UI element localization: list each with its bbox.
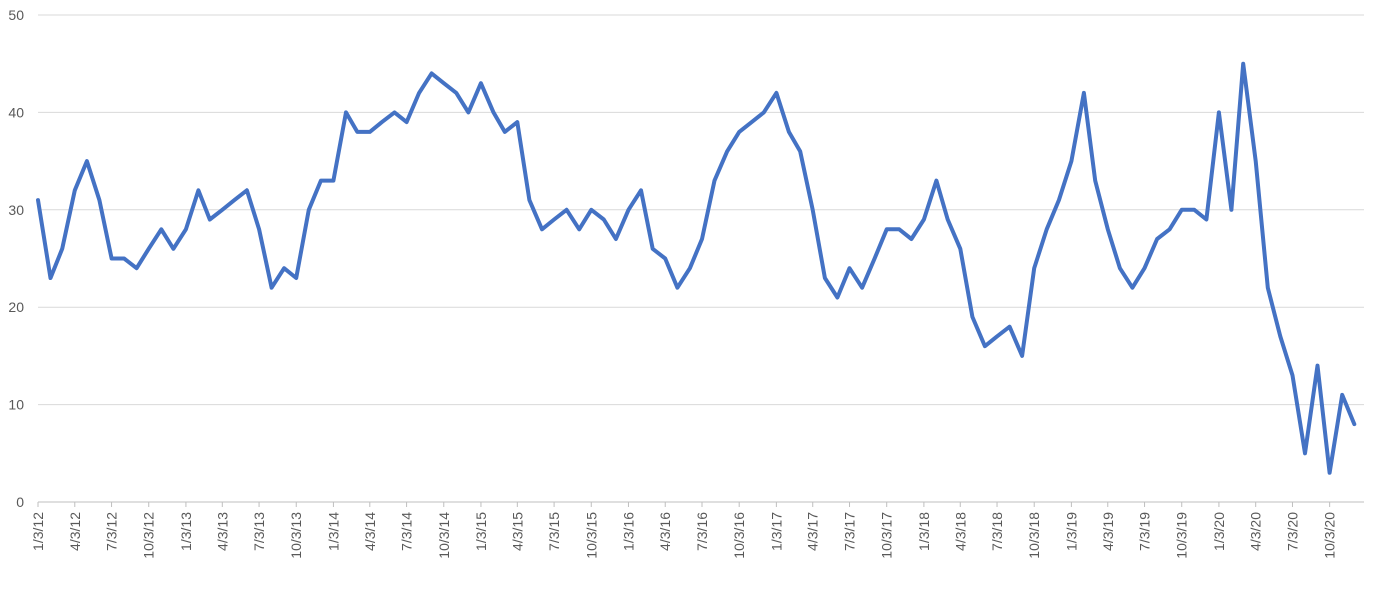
y-tick-label: 20 <box>8 299 24 315</box>
x-tick-label: 4/3/20 <box>1248 512 1264 551</box>
x-tick-label: 4/3/19 <box>1100 512 1116 551</box>
x-tick-label: 10/3/19 <box>1174 512 1190 559</box>
x-tick-label: 10/3/14 <box>436 512 452 559</box>
x-tick-label: 10/3/20 <box>1322 512 1338 559</box>
series-line <box>36 61 1357 475</box>
x-tick-label: 4/3/12 <box>67 512 83 551</box>
x-tick-label: 7/3/12 <box>104 512 120 551</box>
y-tick-label: 0 <box>16 494 24 510</box>
x-tick-label: 1/3/18 <box>916 512 932 551</box>
x-tick-label: 7/3/17 <box>842 512 858 551</box>
x-tick-label: 1/3/16 <box>620 512 636 551</box>
x-tick-label: 4/3/17 <box>805 512 821 551</box>
y-tick-label: 30 <box>8 202 24 218</box>
x-axis-tick-labels: 1/3/12 4/3/12 7/3/12 10/3/12 1/3/13 4/3/13 7/3… <box>30 502 1338 559</box>
x-tick-label: 4/3/18 <box>952 512 968 551</box>
x-tick-label: 1/3/15 <box>473 512 489 551</box>
x-tick-label: 4/3/16 <box>657 512 673 551</box>
x-tick-label: 7/3/20 <box>1284 512 1300 551</box>
x-tick-label: 1/3/17 <box>768 512 784 551</box>
x-tick-label: 7/3/18 <box>989 512 1005 551</box>
y-tick-label: 40 <box>8 104 24 120</box>
x-tick-label: 10/3/12 <box>141 512 157 559</box>
x-tick-label: 10/3/18 <box>1026 512 1042 559</box>
x-tick-label: 7/3/13 <box>251 512 267 551</box>
x-tick-label: 10/3/16 <box>731 512 747 559</box>
y-axis-tick-labels: 0 10 20 30 40 50 <box>8 7 24 510</box>
x-tick-label: 4/3/15 <box>509 512 525 551</box>
gridlines <box>38 14 1364 406</box>
x-tick-label: 10/3/15 <box>583 512 599 559</box>
x-tick-label: 1/3/12 <box>30 512 46 551</box>
x-tick-label: 7/3/16 <box>694 512 710 551</box>
x-tick-label: 1/3/13 <box>178 512 194 551</box>
x-tick-label: 7/3/15 <box>546 512 562 551</box>
y-tick-label: 10 <box>8 397 24 413</box>
x-tick-label: 4/3/13 <box>214 512 230 551</box>
x-tick-label: 10/3/13 <box>288 512 304 559</box>
x-tick-label: 1/3/14 <box>325 512 341 551</box>
x-tick-label: 4/3/14 <box>362 512 378 551</box>
x-tick-label: 10/3/17 <box>879 512 895 559</box>
x-tick-label: 1/3/19 <box>1063 512 1079 551</box>
y-tick-label: 50 <box>8 7 24 23</box>
x-tick-label: 7/3/19 <box>1137 512 1153 551</box>
x-tick-label: 1/3/20 <box>1211 512 1227 551</box>
x-tick-label: 7/3/14 <box>399 512 415 551</box>
